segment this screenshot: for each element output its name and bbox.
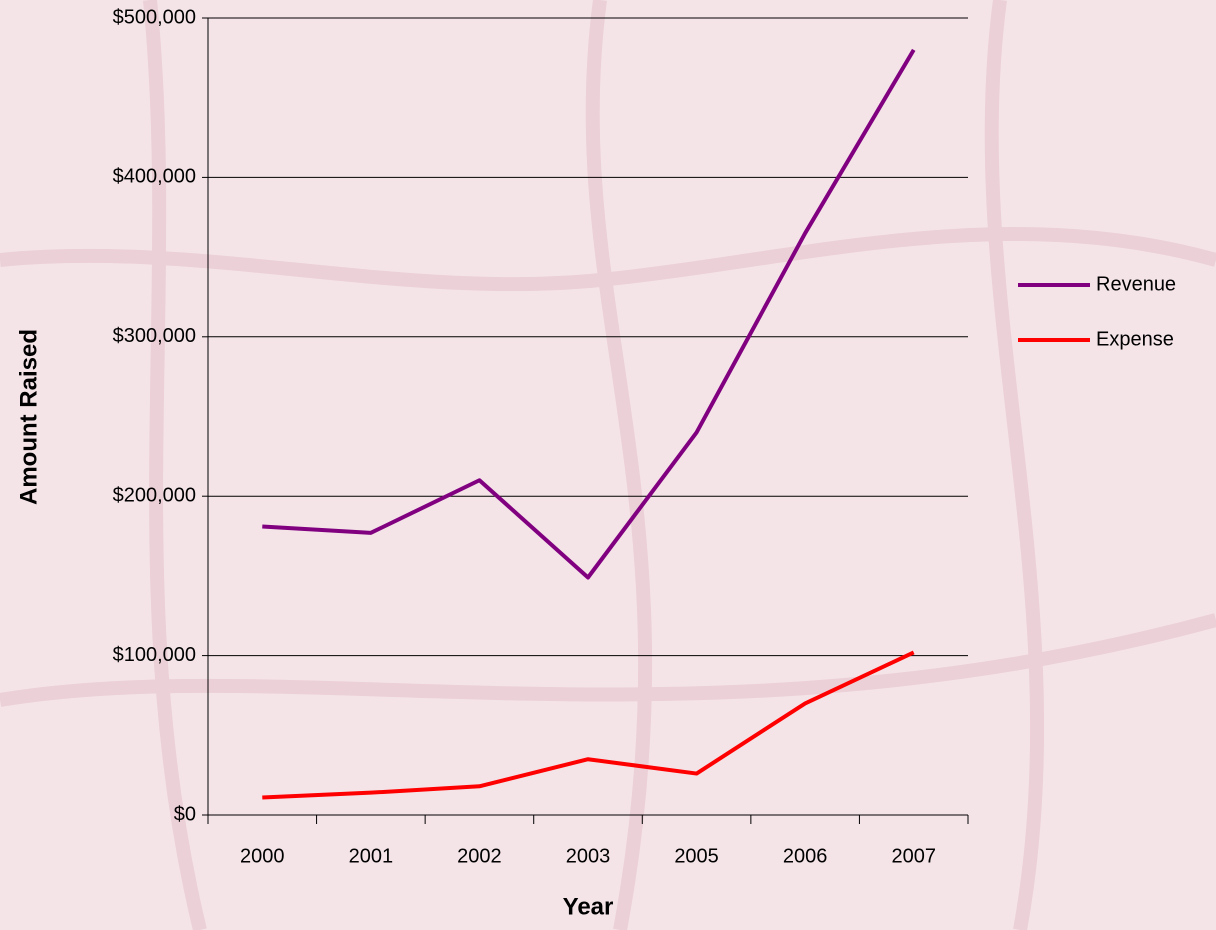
y-tick-label: $0 — [174, 803, 196, 825]
y-tick-label: $400,000 — [113, 166, 196, 188]
y-tick-label: $100,000 — [113, 644, 196, 666]
x-tick-label: 2002 — [457, 845, 502, 867]
y-tick-label: $500,000 — [113, 6, 196, 28]
x-tick-label: 2000 — [240, 845, 285, 867]
legend-label: Expense — [1096, 328, 1174, 350]
x-tick-label: 2007 — [891, 845, 936, 867]
y-tick-label: $300,000 — [113, 325, 196, 347]
x-axis-title: Year — [563, 893, 614, 920]
x-tick-label: 2006 — [783, 845, 828, 867]
y-axis-title: Amount Raised — [15, 329, 42, 505]
line-series — [262, 48, 916, 580]
line-series — [262, 650, 915, 800]
x-tick-label: 2003 — [566, 845, 611, 867]
x-tick-label: 2005 — [674, 845, 719, 867]
x-tick-label: 2001 — [349, 845, 394, 867]
legend-label: Revenue — [1096, 273, 1176, 295]
y-tick-label: $200,000 — [113, 484, 196, 506]
